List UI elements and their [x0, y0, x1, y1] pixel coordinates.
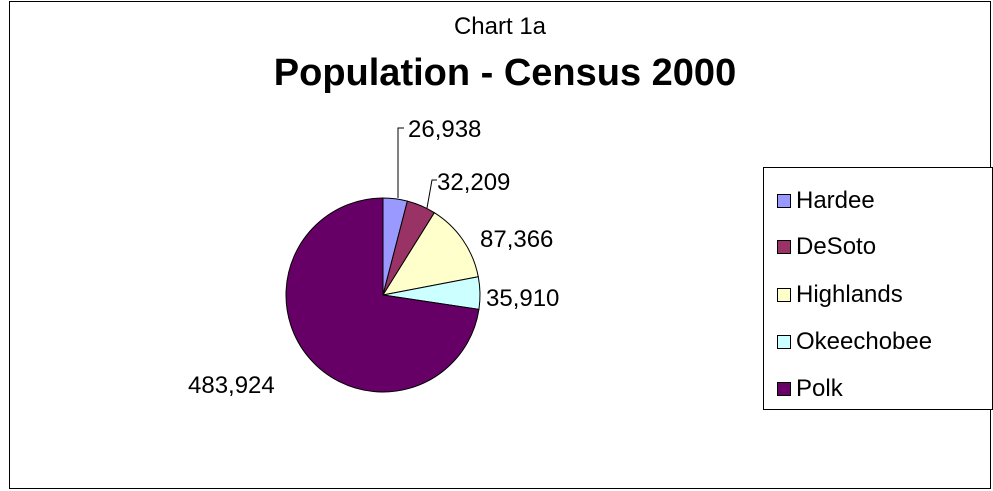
legend-swatch-polk: [777, 382, 791, 396]
data-label-okeechobee: 35,910: [486, 285, 559, 312]
legend-label-hardee: Hardee: [796, 187, 875, 214]
pie-slice-polk: [285, 197, 480, 393]
legend-label-desoto: DeSoto: [796, 233, 877, 260]
pie-slice-highlands: [381, 212, 479, 296]
legend-item-highlands: Highlands: [777, 280, 903, 310]
leader-line-desoto: [426, 179, 437, 209]
chart-title: Population - Census 2000: [274, 52, 736, 94]
data-label-desoto: 32,209: [437, 169, 510, 196]
leader-line-hardee: [397, 127, 404, 198]
data-label-polk: 483,924: [188, 372, 275, 399]
legend-label-polk: Polk: [796, 375, 843, 402]
chart-subtitle: Chart 1a: [454, 13, 547, 40]
legend-swatch-desoto: [777, 240, 791, 254]
data-label-hardee: 26,938: [408, 116, 481, 143]
legend: Hardee DeSoto Highlands Okeechobee Polk: [763, 167, 993, 410]
legend-item-polk: Polk: [777, 374, 843, 404]
legend-label-highlands: Highlands: [796, 281, 903, 308]
data-label-highlands: 87,366: [480, 226, 553, 253]
legend-swatch-hardee: [777, 194, 791, 208]
legend-swatch-highlands: [777, 288, 791, 302]
legend-item-desoto: DeSoto: [777, 232, 876, 262]
legend-item-okeechobee: Okeechobee: [777, 327, 932, 357]
legend-item-hardee: Hardee: [777, 186, 875, 216]
legend-label-okeechobee: Okeechobee: [796, 328, 933, 355]
legend-swatch-okeechobee: [777, 335, 791, 349]
